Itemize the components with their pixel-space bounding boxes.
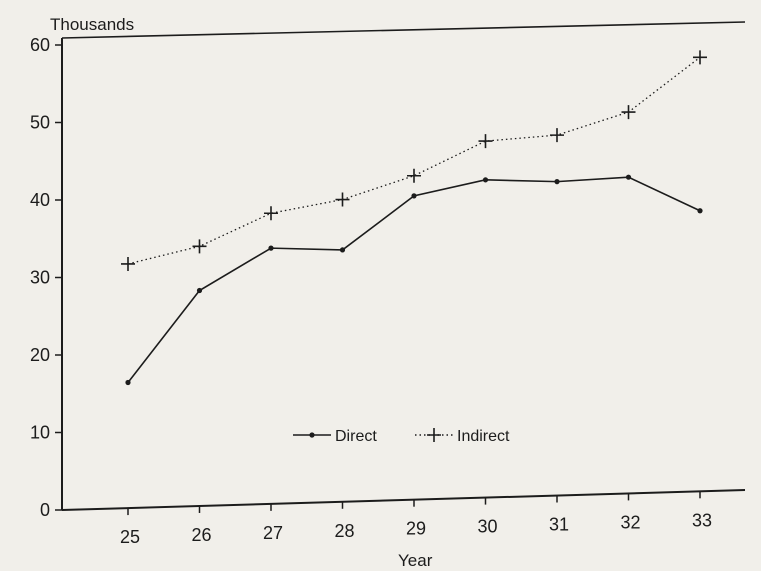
x-tick-label: 33 [692,510,712,530]
x-tick-label: 26 [191,525,211,545]
data-point-direct [339,247,346,253]
data-point-indirect [335,192,350,207]
y-tick-label: 30 [30,268,50,288]
data-point-direct [554,179,560,185]
x-tick-label: 27 [263,523,283,543]
x-axis [61,489,746,511]
x-tick-label: 29 [406,519,426,539]
x-tick-label: 25 [120,527,140,547]
y-tick-label: 0 [40,500,50,520]
series-line-direct [127,176,701,384]
data-point-indirect [407,168,421,183]
data-point-indirect [693,50,707,65]
legend-item-direct: Direct [293,428,377,445]
data-point-direct [625,174,632,180]
data-point-indirect [550,128,564,143]
series-indirect [121,50,707,271]
data-point-direct [125,379,131,386]
axes [61,21,746,511]
data-point-indirect [621,105,636,120]
y-tick-label: 50 [30,113,50,133]
y-axis-title: Thousands [50,15,134,34]
y-tick-label: 60 [30,35,50,55]
data-point-direct [482,177,489,183]
x-ticks: 25 26 27 28 29 30 31 32 33 [120,491,712,547]
y-tick-label: 10 [30,423,50,443]
series-line-indirect [127,56,701,265]
legend-item-indirect: Indirect [415,428,510,445]
x-tick-label: 32 [620,512,640,532]
data-point-direct [196,287,203,294]
legend: Direct Indirect [293,428,510,445]
legend-label: Direct [335,428,377,445]
data-point-direct [268,245,274,251]
data-point-direct [697,208,703,214]
top-border [61,21,746,39]
x-tick-label: 28 [334,521,354,541]
legend-marker-plus [427,428,441,442]
data-point-indirect [192,239,207,254]
y-ticks: 0 10 20 30 40 50 60 [30,35,62,520]
data-point-direct [411,193,417,199]
legend-marker-dot [309,432,315,438]
series [121,50,707,386]
data-point-indirect [121,256,135,271]
series-direct [125,174,703,386]
x-tick-label: 31 [549,515,569,535]
data-point-indirect [264,206,278,221]
x-axis-title: Year [398,551,433,570]
y-tick-label: 40 [30,190,50,210]
x-tick-label: 30 [477,517,497,537]
y-tick-label: 20 [30,345,50,365]
legend-label: Indirect [457,428,510,445]
data-point-indirect [478,134,493,149]
